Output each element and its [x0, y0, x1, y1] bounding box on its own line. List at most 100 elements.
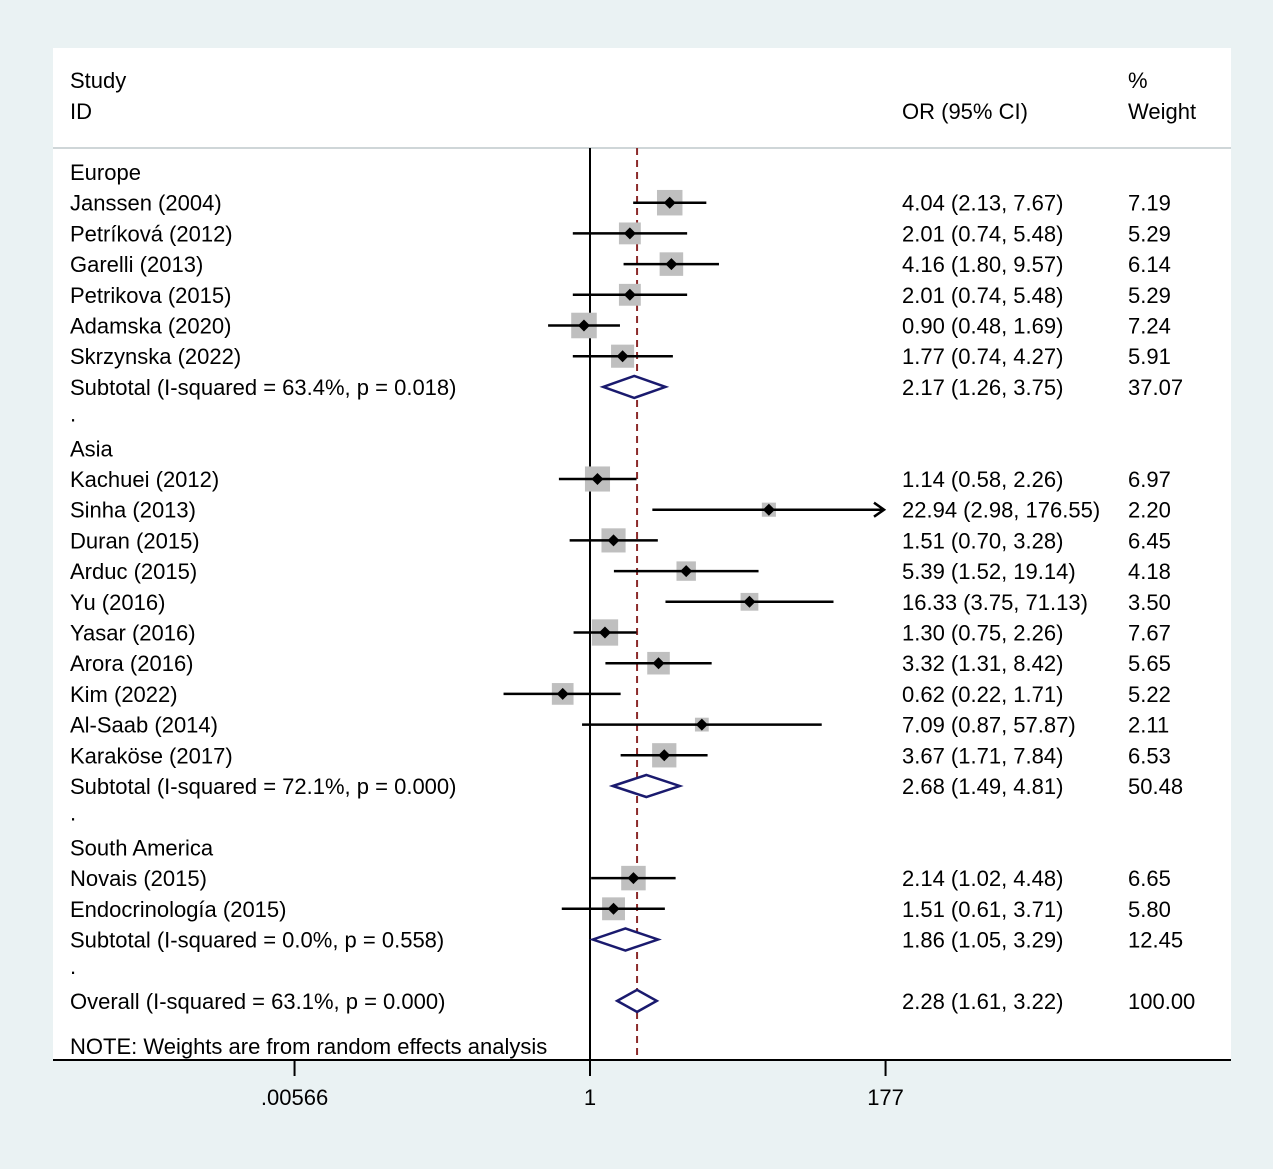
- study-weight: 5.22: [1128, 682, 1171, 707]
- x-tick-label: 177: [867, 1085, 904, 1110]
- study-ci: 1.30 (0.75, 2.26): [902, 621, 1063, 646]
- subtotal-ci: 1.86 (1.05, 3.29): [902, 928, 1063, 953]
- study-weight: 5.29: [1128, 221, 1171, 246]
- overall-ci: 2.28 (1.61, 3.22): [902, 989, 1063, 1014]
- study-ci: 2.14 (1.02, 4.48): [902, 866, 1063, 891]
- subtotal-label: Subtotal (I-squared = 0.0%, p = 0.558): [70, 928, 444, 953]
- study-ci: 22.94 (2.98, 176.55): [902, 498, 1100, 523]
- study-label: Janssen (2004): [70, 191, 222, 216]
- header-percent: %: [1128, 68, 1148, 93]
- study-ci: 1.51 (0.61, 3.71): [902, 897, 1063, 922]
- study-label: Yu (2016): [70, 590, 165, 615]
- study-ci: 1.77 (0.74, 4.27): [902, 344, 1063, 369]
- separator-dot: .: [70, 954, 76, 979]
- point-estimate: [607, 534, 620, 547]
- study-ci: 16.33 (3.75, 71.13): [902, 590, 1088, 615]
- study-ci: 3.32 (1.31, 8.42): [902, 651, 1063, 676]
- ci-arrow: [873, 501, 887, 518]
- study-weight: 6.14: [1128, 252, 1171, 277]
- study-weight: 7.24: [1128, 314, 1171, 339]
- point-estimate: [652, 657, 665, 670]
- study-ci: 1.51 (0.70, 3.28): [902, 528, 1063, 553]
- x-tick-label: 1: [584, 1085, 596, 1110]
- study-weight: 5.29: [1128, 283, 1171, 308]
- study-label: Novais (2015): [70, 866, 207, 891]
- point-estimate: [598, 626, 611, 639]
- study-label: Karaköse (2017): [70, 743, 233, 768]
- study-weight: 3.50: [1128, 590, 1171, 615]
- header-weight: Weight: [1128, 99, 1196, 124]
- header-id: ID: [70, 99, 92, 124]
- study-label: Al-Saab (2014): [70, 713, 218, 738]
- study-weight: 5.80: [1128, 897, 1171, 922]
- point-estimate: [743, 595, 756, 608]
- study-weight: 5.91: [1128, 344, 1171, 369]
- subtotal-weight: 12.45: [1128, 928, 1183, 953]
- point-estimate: [627, 872, 640, 885]
- point-estimate: [607, 902, 620, 915]
- study-label: Petríková (2012): [70, 221, 233, 246]
- subtotal-weight: 50.48: [1128, 774, 1183, 799]
- study-ci: 2.01 (0.74, 5.48): [902, 221, 1063, 246]
- header-or: OR (95% CI): [902, 99, 1028, 124]
- point-estimate: [762, 503, 775, 516]
- group-label: Asia: [70, 436, 114, 461]
- overall-label: Overall (I-squared = 63.1%, p = 0.000): [70, 989, 445, 1014]
- study-label: Petrikova (2015): [70, 283, 231, 308]
- point-estimate: [616, 350, 629, 363]
- study-ci: 2.01 (0.74, 5.48): [902, 283, 1063, 308]
- study-ci: 1.14 (0.58, 2.26): [902, 467, 1063, 492]
- group-label: South America: [70, 835, 214, 860]
- subtotal-weight: 37.07: [1128, 375, 1183, 400]
- study-label: Sinha (2013): [70, 498, 196, 523]
- study-weight: 4.18: [1128, 559, 1171, 584]
- study-ci: 4.04 (2.13, 7.67): [902, 191, 1063, 216]
- study-ci: 3.67 (1.71, 7.84): [902, 743, 1063, 768]
- study-label: Kachuei (2012): [70, 467, 219, 492]
- study-weight: 7.19: [1128, 191, 1171, 216]
- study-label: Arora (2016): [70, 651, 194, 676]
- subtotal-ci: 2.17 (1.26, 3.75): [902, 375, 1063, 400]
- study-weight: 6.97: [1128, 467, 1171, 492]
- study-label: Endocrinología (2015): [70, 897, 286, 922]
- x-axis-ticks: .00566 1 177: [261, 1060, 904, 1110]
- study-label: Duran (2015): [70, 528, 200, 553]
- subtotal-diamond: [588, 927, 662, 952]
- study-label: Kim (2022): [70, 682, 178, 707]
- forest-rows: Europe Janssen (2004) 4.04 (2.13, 7.67) 7.1…: [70, 148, 1195, 1060]
- subtotal-diamond: [608, 773, 684, 799]
- point-estimate: [556, 687, 569, 700]
- plot-panel: [53, 48, 1231, 1060]
- point-estimate: [658, 749, 671, 762]
- study-ci: 7.09 (0.87, 57.87): [902, 713, 1076, 738]
- subtotal-ci: 2.68 (1.49, 4.81): [902, 774, 1063, 799]
- study-weight: 6.65: [1128, 866, 1171, 891]
- study-weight: 6.53: [1128, 743, 1171, 768]
- study-ci: 0.90 (0.48, 1.69): [902, 314, 1063, 339]
- point-estimate: [577, 319, 590, 332]
- study-label: Skrzynska (2022): [70, 344, 241, 369]
- study-label: Garelli (2013): [70, 252, 203, 277]
- point-estimate: [680, 565, 693, 578]
- point-estimate: [665, 258, 678, 271]
- subtotal-label: Subtotal (I-squared = 72.1%, p = 0.000): [70, 774, 456, 799]
- study-ci: 0.62 (0.22, 1.71): [902, 682, 1063, 707]
- point-estimate: [623, 288, 636, 301]
- footnote: NOTE: Weights are from random effects an…: [70, 1034, 547, 1059]
- group-label: Europe: [70, 160, 141, 185]
- study-weight: 2.20: [1128, 498, 1171, 523]
- overall-weight: 100.00: [1128, 989, 1195, 1014]
- study-label: Yasar (2016): [70, 621, 196, 646]
- x-tick-label: .00566: [261, 1085, 328, 1110]
- separator-dot: .: [70, 402, 76, 427]
- point-estimate: [623, 227, 636, 240]
- point-estimate: [663, 196, 676, 209]
- subtotal-diamond: [599, 374, 670, 400]
- study-weight: 2.11: [1128, 713, 1169, 738]
- study-weight: 6.45: [1128, 528, 1171, 553]
- subtotal-label: Subtotal (I-squared = 63.4%, p = 0.018): [70, 375, 456, 400]
- point-estimate: [695, 718, 708, 731]
- point-estimate: [591, 473, 604, 485]
- study-ci: 5.39 (1.52, 19.14): [902, 559, 1076, 584]
